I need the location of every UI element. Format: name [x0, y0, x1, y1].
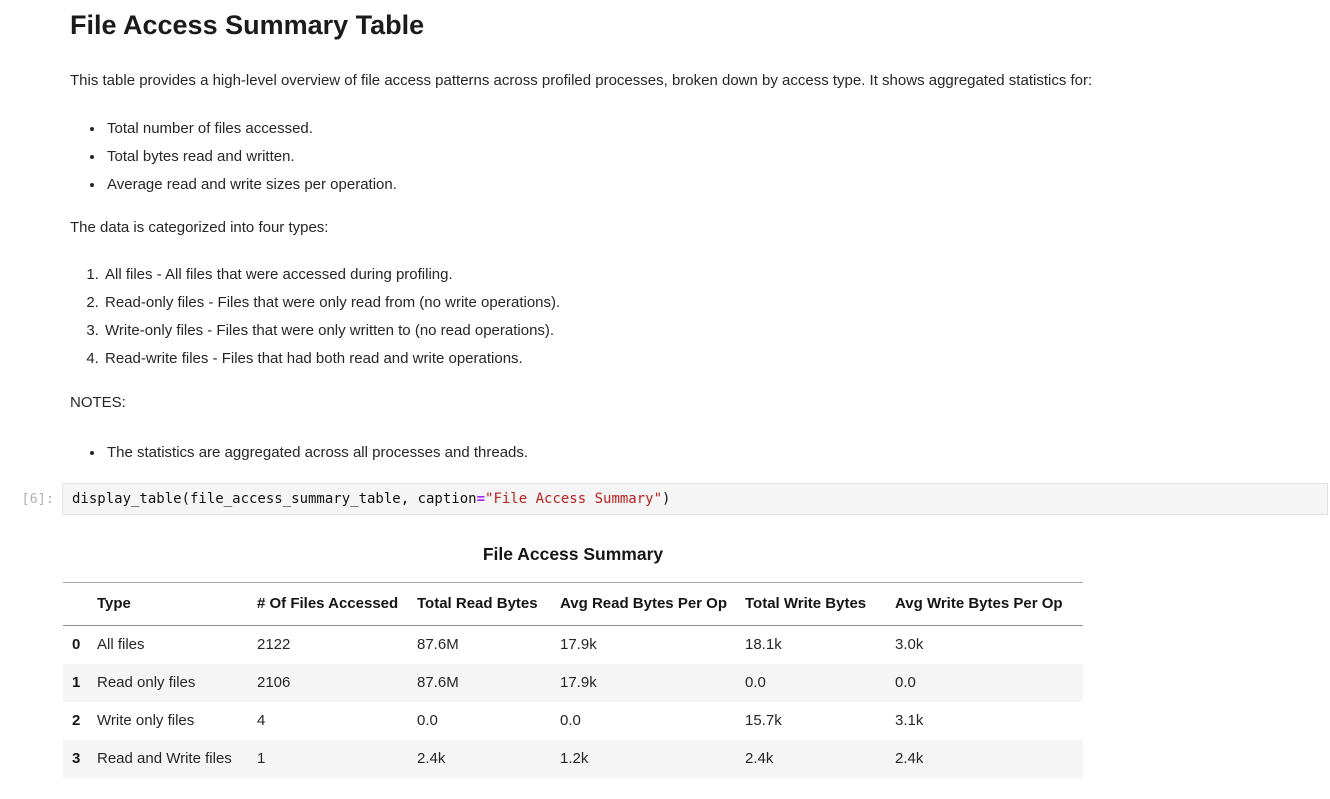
table-header: Type # Of Files Accessed Total Read Byte… [63, 582, 1083, 626]
header-row: Type # Of Files Accessed Total Read Byte… [63, 582, 1083, 626]
table-body: 0 All files 2122 87.6M 17.9k 18.1k 3.0k … [63, 626, 1083, 778]
cell-files: 2106 [257, 674, 291, 691]
table-row: 2 Write only files 4 0.0 0.0 15.7k 3.1k [63, 702, 1083, 740]
cell-avg-write: 3.1k [895, 712, 924, 729]
cell-read-bytes: 87.6M [417, 674, 459, 691]
cell-read-bytes: 2.4k [417, 750, 446, 767]
cell-type: Read only files [97, 674, 196, 691]
row-index: 2 [72, 712, 81, 729]
page-title: File Access Summary Table [70, 10, 425, 40]
intro-paragraph: This table provides a high-level overvie… [70, 72, 1093, 89]
notes-bullet-list: The statistics are aggregated across all… [70, 439, 1250, 467]
cell-write-bytes: 18.1k [745, 636, 782, 653]
cell-avg-read: 17.9k [560, 636, 597, 653]
table-row: 0 All files 2122 87.6M 17.9k 18.1k 3.0k [63, 626, 1083, 665]
column-header: Total Read Bytes [417, 582, 560, 626]
file-access-summary-table: Type # Of Files Accessed Total Read Byte… [63, 582, 1083, 778]
code-close-paren: ) [662, 491, 671, 507]
markdown-cell[interactable]: File Access Summary Table This table pro… [0, 0, 1330, 467]
code-string-token: "File Access Summary" [485, 491, 663, 507]
column-header: # Of Files Accessed [257, 582, 417, 626]
index-column-header [63, 582, 97, 626]
cell-avg-read: 0.0 [560, 712, 581, 729]
cell-avg-read: 17.9k [560, 674, 597, 691]
cell-read-bytes: 87.6M [417, 636, 459, 653]
code-text: display_table(file_access_summary_table,… [72, 491, 477, 507]
column-header: Avg Write Bytes Per Op [895, 582, 1083, 626]
stats-bullet-list: Total number of files accessed. Total by… [70, 115, 1250, 199]
list-item: Total bytes read and written. [105, 143, 1250, 171]
notes-label: NOTES: [70, 394, 126, 411]
list-item: Total number of files accessed. [105, 115, 1250, 143]
categories-paragraph: The data is categorized into four types: [70, 219, 329, 236]
execution-count-prompt: [6]: [21, 491, 54, 507]
cell-write-bytes: 0.0 [745, 674, 766, 691]
cell-output-area: File Access Summary Type # Of Files Acce… [63, 543, 1083, 799]
cell-type: All files [97, 636, 145, 653]
cell-type: Write only files [97, 712, 195, 729]
table-caption: File Access Summary [482, 544, 664, 564]
list-item: Read-write files - Files that had both r… [103, 345, 1250, 373]
list-item: Average read and write sizes per operati… [105, 171, 1250, 199]
cell-avg-write: 0.0 [895, 674, 916, 691]
table-row: 1 Read only files 2106 87.6M 17.9k 0.0 0… [63, 664, 1083, 702]
table-row: 3 Read and Write files 1 2.4k 1.2k 2.4k … [63, 740, 1083, 778]
row-index: 1 [72, 674, 81, 691]
list-item: Write-only files - Files that were only … [103, 317, 1250, 345]
code-line: display_table(file_access_summary_table,… [72, 490, 1318, 508]
list-item: Read-only files - Files that were only r… [103, 289, 1250, 317]
code-input-editor[interactable]: display_table(file_access_summary_table,… [62, 483, 1328, 515]
column-header: Total Write Bytes [745, 582, 895, 626]
cell-write-bytes: 15.7k [745, 712, 782, 729]
cell-avg-write: 2.4k [895, 750, 924, 767]
column-header: Avg Read Bytes Per Op [560, 582, 745, 626]
code-operator-token: = [476, 491, 486, 507]
cell-read-bytes: 0.0 [417, 712, 438, 729]
categories-numbered-list: All files - All files that were accessed… [70, 261, 1250, 373]
column-header: Type [97, 582, 257, 626]
cell-avg-write: 3.0k [895, 636, 924, 653]
code-cell: [6]: display_table(file_access_summary_t… [0, 483, 1330, 515]
cell-files: 2122 [257, 636, 291, 653]
cell-avg-read: 1.2k [560, 750, 589, 767]
row-index: 0 [72, 636, 81, 653]
cell-files: 4 [257, 712, 266, 729]
cell-write-bytes: 2.4k [745, 750, 774, 767]
list-item: The statistics are aggregated across all… [105, 439, 1250, 467]
cell-files: 1 [257, 750, 266, 767]
row-index: 3 [72, 750, 81, 767]
cell-type: Read and Write files [97, 750, 232, 767]
list-item: All files - All files that were accessed… [103, 261, 1250, 289]
